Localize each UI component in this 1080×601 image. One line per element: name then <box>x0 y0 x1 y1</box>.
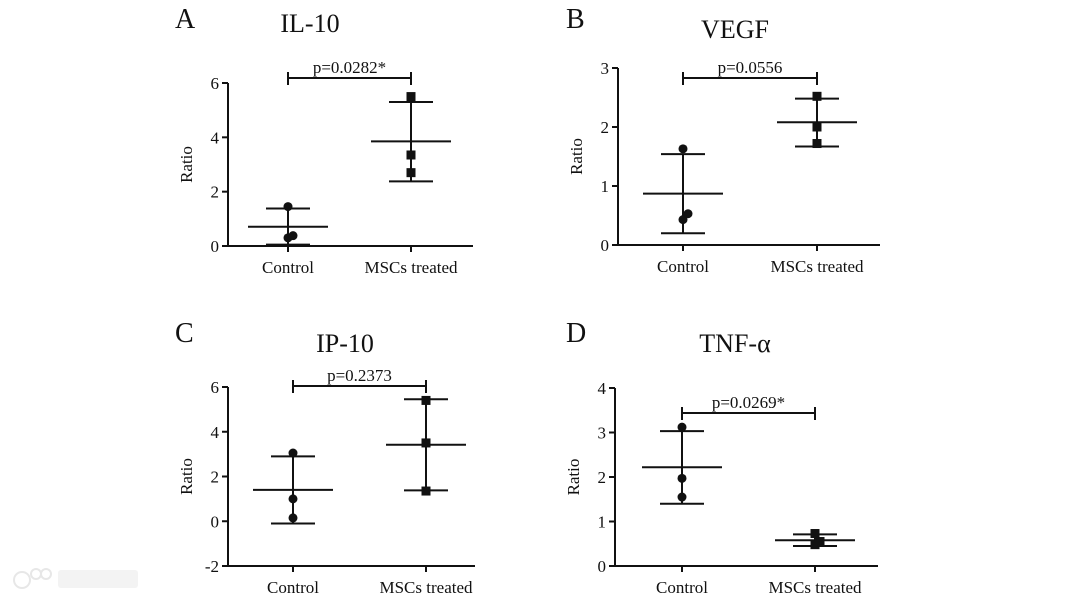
data-point <box>288 494 298 504</box>
panel-title: IP-10 <box>316 329 374 358</box>
y-tick-label: 3 <box>601 59 610 78</box>
series-control <box>643 144 723 235</box>
x-tick-label: MSCs treated <box>770 257 864 276</box>
data-point <box>812 139 822 149</box>
y-tick-label: 1 <box>601 177 610 196</box>
series-mscs-treated <box>775 529 855 550</box>
x-tick-label: Control <box>262 258 314 277</box>
data-point <box>288 231 298 241</box>
y-tick-label: 4 <box>211 128 220 147</box>
series-mscs-treated <box>386 395 466 496</box>
data-point <box>812 122 822 132</box>
data-point <box>815 537 825 547</box>
panel-letter: D <box>566 318 586 349</box>
series-control <box>253 448 333 525</box>
y-axis-label: Ratio <box>567 138 586 175</box>
data-point <box>677 492 687 502</box>
series-mscs-treated <box>777 91 857 149</box>
x-tick-label: MSCs treated <box>379 578 473 597</box>
data-point <box>406 92 416 102</box>
panel-title: IL-10 <box>280 9 339 38</box>
data-point <box>288 448 298 458</box>
y-tick-label: 3 <box>598 424 607 443</box>
watermark-logo <box>13 568 138 589</box>
panel-title: VEGF <box>701 15 769 44</box>
data-point <box>288 513 298 523</box>
panel-letter: B <box>566 4 585 35</box>
panel-title: TNF-α <box>699 329 771 358</box>
data-point <box>406 150 416 160</box>
p-value-label: p=0.0269* <box>712 393 785 412</box>
x-tick-label: Control <box>657 257 709 276</box>
data-point <box>812 91 822 101</box>
y-tick-label: 0 <box>601 236 610 255</box>
y-tick-label: 2 <box>211 183 220 202</box>
data-point <box>421 486 431 496</box>
y-tick-label: 1 <box>598 513 607 532</box>
data-point <box>406 168 416 178</box>
y-tick-label: 6 <box>211 378 220 397</box>
y-axis-label: Ratio <box>564 459 583 496</box>
data-point <box>810 529 820 539</box>
y-tick-label: -2 <box>205 557 219 576</box>
panel-a: A IL-10 0 2 4 6 Ratio Control MSCs treated p=0.02… <box>175 4 473 277</box>
x-tick-label: MSCs treated <box>768 578 862 597</box>
data-point <box>677 473 687 483</box>
data-point <box>683 209 693 219</box>
y-tick-label: 4 <box>211 423 220 442</box>
p-value-label: p=0.0556 <box>718 58 783 77</box>
p-value-label: p=0.0282* <box>313 58 386 77</box>
data-point <box>421 395 431 405</box>
y-axis-label: Ratio <box>177 146 196 183</box>
p-value-label: p=0.2373 <box>327 366 392 385</box>
y-tick-label: 2 <box>601 118 610 137</box>
panel-c: C IP-10 -2 0 2 4 6 Ratio Control MSCs treated p=0.… <box>175 318 475 597</box>
y-tick-label: 4 <box>598 379 607 398</box>
series-control <box>248 202 328 246</box>
data-point <box>283 202 293 212</box>
data-point <box>810 540 820 550</box>
series-control <box>642 422 722 505</box>
panel-letter: A <box>175 4 196 35</box>
panel-b: B VEGF 0 1 2 3 Ratio Control MSCs treated p=0.055… <box>566 4 880 276</box>
y-tick-label: 0 <box>211 237 220 256</box>
y-tick-label: 6 <box>211 74 220 93</box>
x-tick-label: Control <box>267 578 319 597</box>
x-tick-label: Control <box>656 578 708 597</box>
y-tick-label: 2 <box>211 468 220 487</box>
y-tick-label: 0 <box>598 557 607 576</box>
y-tick-label: 0 <box>211 512 220 531</box>
y-axis-label: Ratio <box>177 458 196 495</box>
data-point <box>421 438 431 448</box>
series-mscs-treated <box>371 92 451 183</box>
data-point <box>678 215 688 225</box>
data-point <box>677 422 687 432</box>
y-tick-label: 2 <box>598 468 607 487</box>
data-point <box>678 144 688 154</box>
panel-d: D TNF-α 0 1 2 3 4 Ratio Control MSCs treated p=0.0… <box>564 318 878 597</box>
x-tick-label: MSCs treated <box>364 258 458 277</box>
panel-letter: C <box>175 318 194 349</box>
